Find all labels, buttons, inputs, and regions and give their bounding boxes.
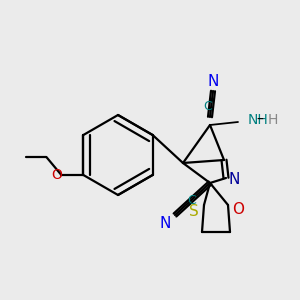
Text: O: O: [51, 168, 62, 182]
Text: S: S: [189, 203, 199, 218]
Text: N: N: [207, 74, 219, 89]
Text: N: N: [159, 215, 171, 230]
Text: H: H: [268, 113, 278, 127]
Text: O: O: [232, 202, 244, 217]
Text: N: N: [228, 172, 240, 188]
Text: C: C: [204, 100, 212, 113]
Text: C: C: [188, 194, 196, 208]
Text: –: –: [256, 113, 263, 127]
Text: NH: NH: [248, 113, 269, 127]
